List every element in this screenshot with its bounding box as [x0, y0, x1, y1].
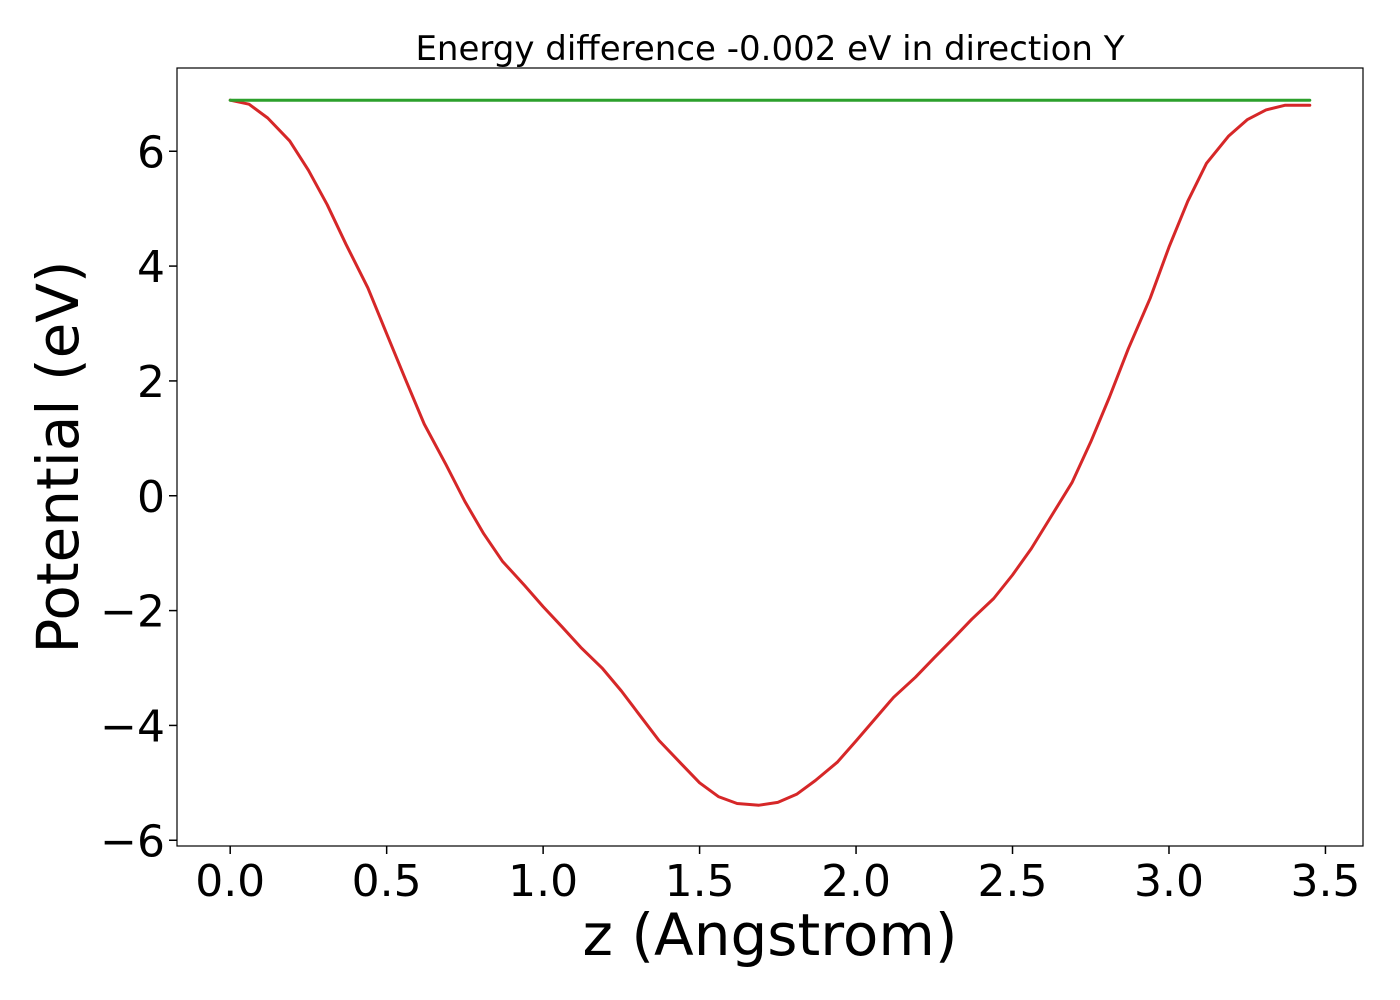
plot-frame — [176, 67, 1364, 847]
y-axis: −6 −4 −2 0 2 4 6 — [100, 127, 177, 867]
chart-title: Energy difference -0.002 eV in direction… — [415, 29, 1124, 69]
y-tick-label: −6 — [100, 816, 165, 867]
y-tick-label: 2 — [137, 357, 165, 408]
y-tick-label: 4 — [137, 242, 165, 293]
y-tick-label: 6 — [137, 127, 165, 178]
x-tick-label: 1.0 — [508, 856, 578, 907]
series-line-1 — [228, 98, 1312, 807]
y-tick-label: 0 — [137, 472, 165, 523]
y-tick-label: −2 — [100, 587, 165, 638]
x-axis: 0.0 0.5 1.0 1.5 2.0 2.5 3.0 3.5 — [195, 846, 1360, 907]
x-tick-label: 0.0 — [195, 856, 265, 907]
x-tick-label: 2.5 — [978, 856, 1048, 907]
y-axis-label: Potential (eV) — [24, 260, 92, 653]
x-axis-label: z (Angstrom) — [583, 901, 958, 969]
plot-area — [228, 98, 1312, 807]
x-tick-label: 3.0 — [1134, 856, 1204, 907]
x-tick-label: 3.5 — [1290, 856, 1360, 907]
x-tick-label: 2.0 — [821, 856, 891, 907]
y-tick-label: −4 — [100, 701, 165, 752]
x-tick-label: 1.5 — [665, 856, 735, 907]
x-tick-label: 0.5 — [352, 856, 422, 907]
